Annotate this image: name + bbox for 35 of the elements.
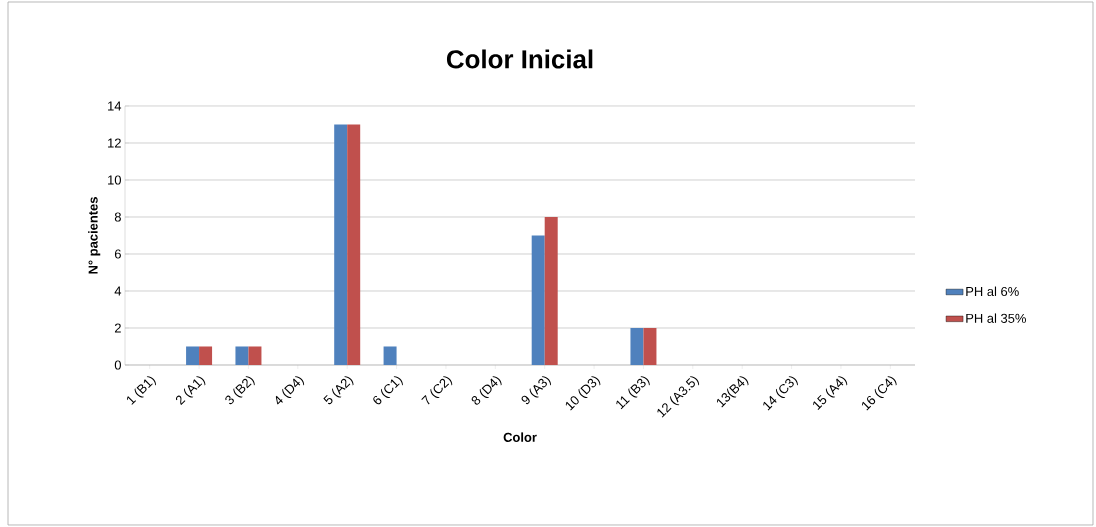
bar bbox=[643, 327, 657, 365]
y-tick-label: 8 bbox=[114, 212, 121, 222]
x-tick-label: 7 (C2) bbox=[421, 376, 453, 405]
y-tick-label: 4 bbox=[114, 286, 122, 296]
chart-title: Color Inicial bbox=[446, 49, 593, 69]
y-tick-label: 0 bbox=[114, 360, 121, 370]
x-tick-label: 14 (C3) bbox=[763, 376, 798, 411]
y-tick-label: 14 bbox=[108, 101, 122, 111]
x-axis-title: Color bbox=[503, 432, 537, 442]
bar bbox=[630, 327, 644, 365]
y-axis-title: N° pacientes bbox=[88, 197, 101, 274]
bar bbox=[347, 124, 361, 365]
bar bbox=[531, 235, 545, 365]
bar bbox=[383, 346, 397, 365]
y-tick-label: 2 bbox=[114, 323, 121, 333]
bar bbox=[235, 346, 249, 365]
y-tick-label: 10 bbox=[108, 175, 121, 185]
x-tick-label: 10 (D3) bbox=[565, 376, 601, 411]
bar bbox=[544, 216, 558, 365]
bar bbox=[199, 346, 213, 365]
legend-label: PH al 6% bbox=[966, 286, 1019, 297]
bar bbox=[248, 346, 262, 365]
bar bbox=[334, 124, 348, 365]
x-tick-label: 6 (C1) bbox=[373, 376, 403, 405]
x-tick-label: 5 (A2) bbox=[323, 376, 354, 405]
x-tick-label: 3 (B2) bbox=[225, 376, 255, 405]
bar bbox=[186, 346, 200, 365]
x-tick-label: 15 (A4) bbox=[813, 376, 848, 410]
legend-label: PH al 35% bbox=[966, 313, 1026, 323]
x-tick-label: 9 (A3) bbox=[521, 376, 552, 405]
x-tick-label: 1 (B1) bbox=[127, 376, 157, 405]
x-tick-label: 2 (A1) bbox=[175, 376, 206, 406]
y-tick-label: 6 bbox=[114, 249, 121, 259]
y-tick-label: 12 bbox=[108, 138, 121, 148]
x-tick-label: 11 (B3) bbox=[616, 376, 650, 410]
